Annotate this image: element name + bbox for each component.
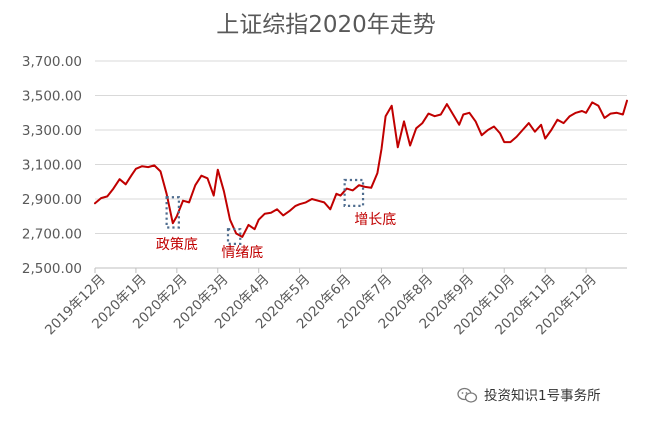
watermark-text: 投资知识1号事务所 xyxy=(484,387,601,404)
y-tick-label: 2,900.00 xyxy=(22,192,82,208)
y-tick-label: 2,700.00 xyxy=(22,227,82,243)
gridlines xyxy=(95,60,627,234)
annotation-box xyxy=(226,228,242,245)
series-layer xyxy=(94,99,628,238)
y-tick-label: 2,500.00 xyxy=(22,261,82,277)
x-axis-ticks: 2019年12月2020年1月2020年2月2020年3月2020年4月2020… xyxy=(42,268,600,338)
series-line xyxy=(94,99,628,238)
annotation-label: 情绪底 xyxy=(221,245,263,261)
watermark: 投资知识1号事务所 xyxy=(457,387,601,404)
y-tick-label: 3,100.00 xyxy=(22,158,82,174)
chart-title: 上证综指2020年走势 xyxy=(216,12,436,38)
wechat-icon xyxy=(457,387,478,403)
annotations: 政策底情绪底 增长底 xyxy=(156,178,396,261)
y-tick-label: 3,500.00 xyxy=(22,89,82,105)
annotation-label: 增长底 xyxy=(354,212,396,228)
y-tick-label: 3,300.00 xyxy=(22,123,82,139)
y-axis-ticks: 2,500.00 2,700.00 2,900.00 3,100.00 3,300.00… xyxy=(22,54,82,277)
annotation-box xyxy=(343,178,365,207)
annotation-label: 政策底 xyxy=(156,236,198,253)
annotation-box xyxy=(165,196,180,229)
y-tick-label: 3,700.00 xyxy=(22,54,82,70)
